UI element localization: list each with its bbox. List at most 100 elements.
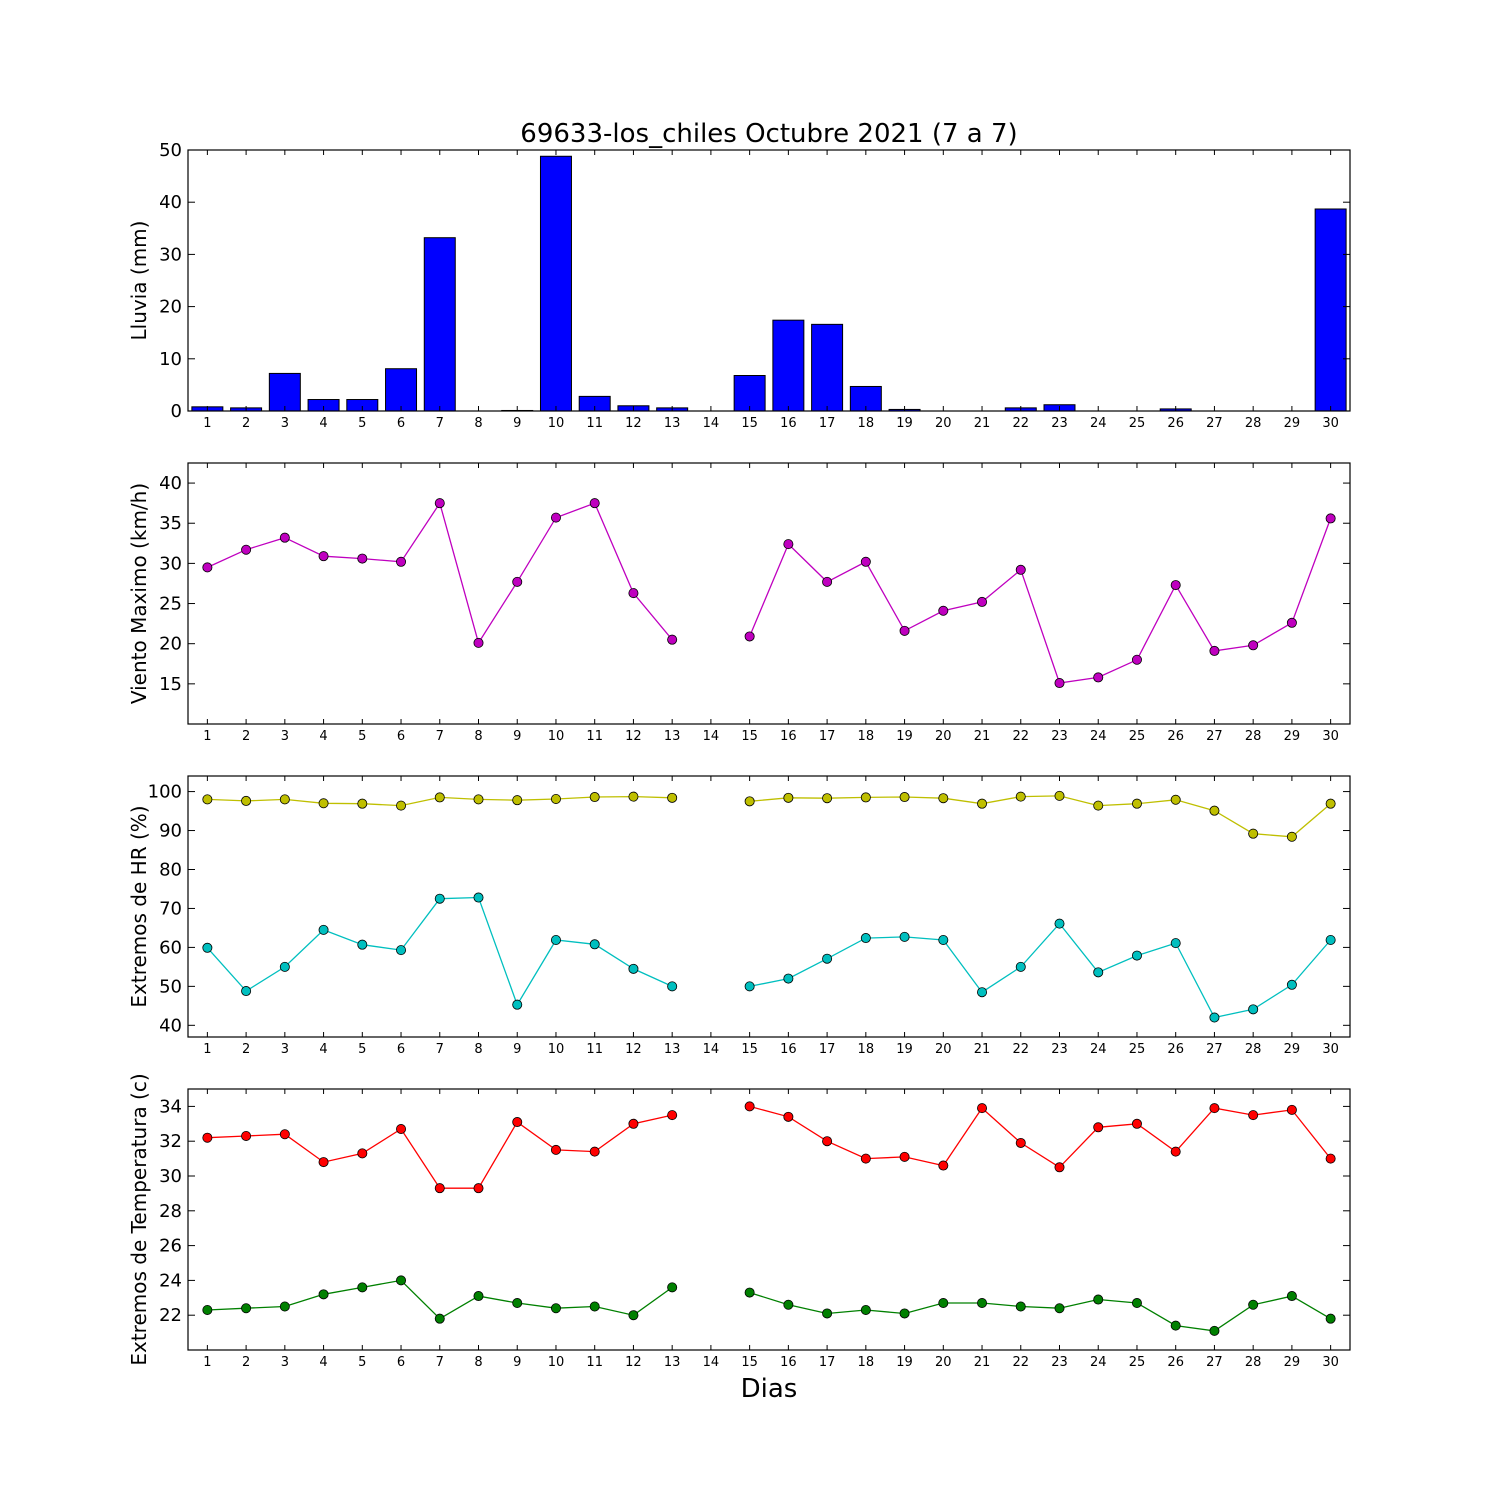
x-tick-label: 30: [1322, 1042, 1339, 1057]
data-point: [1015, 1137, 1026, 1148]
data-point: [899, 1151, 910, 1162]
data-point: [550, 512, 561, 523]
x-tick-label: 20: [935, 1355, 952, 1370]
data-point: [822, 1308, 833, 1319]
x-tick-label: 25: [1129, 416, 1146, 431]
data-point: [1286, 617, 1297, 628]
x-tick-label: 24: [1090, 729, 1107, 744]
x-tick-label: 7: [436, 416, 444, 431]
x-tick-label: 14: [703, 1042, 720, 1057]
plot-frame: [187, 149, 1351, 412]
data-point: [396, 1275, 407, 1286]
data-point: [589, 792, 600, 803]
y-axis-label: Viento Maximo (km/h): [127, 483, 151, 704]
data-point: [396, 1124, 407, 1135]
x-tick-label: 28: [1245, 1042, 1262, 1057]
data-point: [202, 1304, 213, 1315]
x-tick-label: 3: [281, 1355, 289, 1370]
data-point: [1248, 1299, 1259, 1310]
y-tick-label: 90: [159, 821, 182, 842]
x-tick-label: 22: [1012, 416, 1029, 431]
data-point: [1325, 1153, 1336, 1164]
x-tick-label: 10: [548, 1042, 565, 1057]
data-point: [202, 794, 213, 805]
x-tick-label: 13: [664, 416, 681, 431]
data-point: [1093, 1294, 1104, 1305]
data-point: [279, 1301, 290, 1312]
data-point: [202, 1132, 213, 1143]
data-point: [1054, 1162, 1065, 1173]
x-tick-label: 29: [1284, 729, 1301, 744]
x-tick-label: 17: [819, 416, 836, 431]
data-point: [1209, 805, 1220, 816]
y-tick-label: 40: [159, 473, 182, 494]
rain-bar: [539, 155, 572, 412]
data-point: [744, 1101, 755, 1112]
data-point: [1325, 1313, 1336, 1324]
data-point: [1248, 1110, 1259, 1121]
data-point: [434, 792, 445, 803]
data-point: [1015, 564, 1026, 575]
data-point: [667, 981, 678, 992]
data-point: [1131, 950, 1142, 961]
x-tick-label: 20: [935, 1042, 952, 1057]
data-point: [977, 987, 988, 998]
x-tick-label: 11: [586, 1355, 603, 1370]
data-point: [1015, 961, 1026, 972]
data-point: [1209, 1103, 1220, 1114]
x-tick-label: 30: [1322, 1355, 1339, 1370]
series-line: [749, 1105, 1332, 1169]
data-point: [667, 1110, 678, 1121]
x-tick-label: 6: [397, 1355, 405, 1370]
data-point: [1286, 831, 1297, 842]
data-point: [860, 556, 871, 567]
data-point: [1170, 1320, 1181, 1331]
x-tick-label: 15: [741, 416, 758, 431]
data-point: [1209, 1325, 1220, 1336]
x-tick-label: 18: [858, 416, 875, 431]
data-point: [241, 1303, 252, 1314]
x-tick-label: 13: [664, 729, 681, 744]
plot-frame: [187, 1088, 1351, 1351]
x-tick-label: 11: [586, 1042, 603, 1057]
x-tick-label: 8: [474, 416, 482, 431]
data-point: [357, 1148, 368, 1159]
y-axis-label: Extremos de HR (%): [127, 805, 151, 1007]
series-line: [206, 896, 673, 1007]
data-point: [241, 795, 252, 806]
y-tick-label: 15: [159, 674, 182, 695]
x-tick-label: 21: [974, 729, 991, 744]
data-point: [473, 1183, 484, 1194]
y-tick-label: 50: [159, 976, 182, 997]
x-tick-label: 14: [703, 416, 720, 431]
data-point: [434, 1183, 445, 1194]
y-tick-label: 100: [148, 782, 182, 803]
x-tick-label: 27: [1206, 1355, 1223, 1370]
data-point: [744, 796, 755, 807]
x-tick-label: 7: [436, 1355, 444, 1370]
data-point: [938, 1298, 949, 1309]
data-point: [899, 792, 910, 803]
y-tick-label: 0: [171, 401, 182, 422]
data-point: [860, 792, 871, 803]
x-tick-label: 3: [281, 416, 289, 431]
data-point: [279, 961, 290, 972]
data-point: [473, 892, 484, 903]
data-point: [1093, 1122, 1104, 1133]
x-tick-label: 10: [548, 729, 565, 744]
x-tick-label: 10: [548, 1355, 565, 1370]
data-point: [783, 792, 794, 803]
x-tick-label: 4: [319, 416, 327, 431]
x-tick-label: 8: [474, 1355, 482, 1370]
x-tick-label: 11: [586, 729, 603, 744]
x-tick-label: 26: [1167, 416, 1184, 431]
x-tick-label: 19: [896, 1355, 913, 1370]
data-point: [396, 800, 407, 811]
x-tick-label: 27: [1206, 729, 1223, 744]
x-tick-label: 18: [858, 729, 875, 744]
y-tick-label: 24: [159, 1270, 182, 1291]
